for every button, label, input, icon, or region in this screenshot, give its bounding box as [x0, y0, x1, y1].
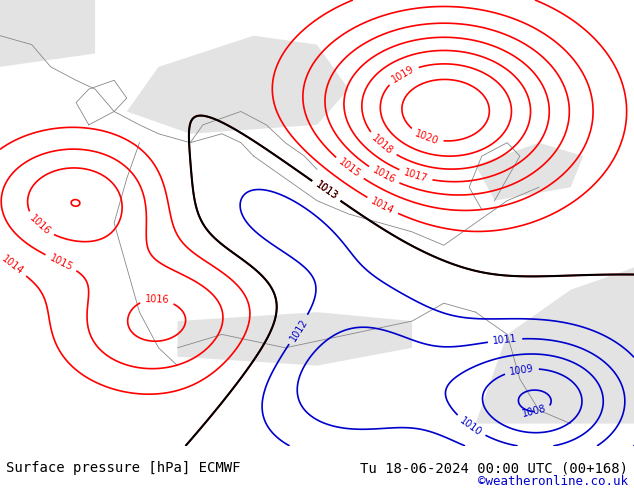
Text: 1015: 1015	[337, 157, 362, 180]
Text: 1018: 1018	[370, 133, 395, 156]
Text: 1010: 1010	[458, 415, 484, 438]
Text: 1016: 1016	[145, 294, 169, 305]
Text: 1020: 1020	[413, 128, 440, 146]
Text: 1015: 1015	[48, 252, 74, 272]
Polygon shape	[127, 36, 349, 134]
Text: 1016: 1016	[27, 213, 52, 237]
Text: 1008: 1008	[521, 404, 547, 419]
Text: ©weatheronline.co.uk: ©weatheronline.co.uk	[477, 475, 628, 488]
Text: Surface pressure [hPa] ECMWF: Surface pressure [hPa] ECMWF	[6, 462, 241, 475]
Text: 1017: 1017	[403, 168, 429, 184]
Polygon shape	[476, 143, 583, 201]
Polygon shape	[476, 268, 634, 423]
Text: 1009: 1009	[508, 363, 534, 376]
Text: 1016: 1016	[371, 165, 397, 186]
Text: 1019: 1019	[390, 64, 416, 85]
Text: 1012: 1012	[288, 317, 309, 343]
Text: Tu 18-06-2024 00:00 UTC (00+168): Tu 18-06-2024 00:00 UTC (00+168)	[359, 462, 628, 475]
Text: 1013: 1013	[313, 180, 339, 202]
Text: 1013: 1013	[313, 180, 339, 202]
Polygon shape	[0, 0, 95, 67]
Text: 1014: 1014	[0, 254, 25, 277]
Text: 1014: 1014	[369, 196, 396, 216]
Polygon shape	[178, 312, 412, 366]
Text: 1011: 1011	[493, 334, 518, 346]
